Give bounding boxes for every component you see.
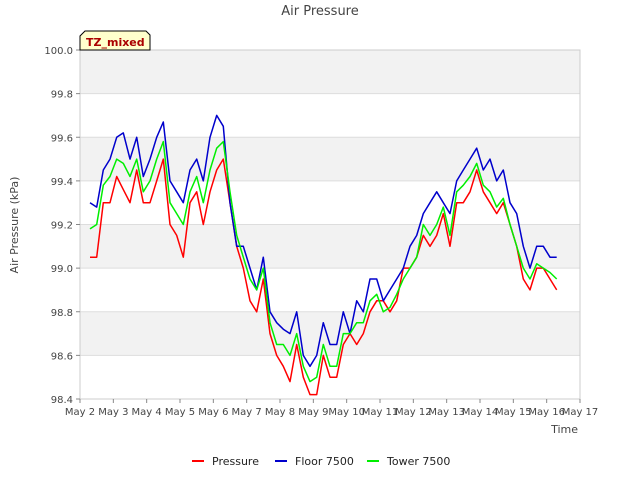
x-tick-label: May 8 <box>265 407 295 418</box>
x-axis-label: Time <box>550 423 578 436</box>
x-tick-label: May 2 <box>65 407 95 418</box>
legend: Pressure Floor 7500 Tower 7500 <box>192 455 450 468</box>
x-tick-label: May 17 <box>562 407 599 418</box>
series-line-pressure <box>90 158 558 396</box>
tz-annotation-badge: TZ_mixed <box>79 30 151 51</box>
x-tick-label: May 3 <box>98 407 128 418</box>
y-tick-label: 100.0 <box>44 46 73 57</box>
annotation-box <box>79 30 151 51</box>
y-tick-label: 98.4 <box>51 395 73 406</box>
x-tick-label: May 12 <box>395 407 432 418</box>
series-line-floor-7500 <box>89 114 557 368</box>
y-tick-label: 99.2 <box>51 221 73 232</box>
plot-band <box>80 50 580 94</box>
series-line-tower-7500 <box>89 140 558 383</box>
y-tick-label: 98.8 <box>51 308 73 319</box>
y-axis-label: Air Pressure (kPa) <box>8 177 21 274</box>
plot-band <box>80 311 580 356</box>
legend-label: Tower 7500 <box>386 455 450 468</box>
annotation-text: TZ_mixed <box>86 36 145 49</box>
x-tick-label: May 13 <box>428 407 465 418</box>
chart-title: Air Pressure <box>281 4 359 19</box>
x-tick-label: May 16 <box>528 407 565 418</box>
legend-label: Floor 7500 <box>295 455 354 468</box>
y-tick-label: 99.8 <box>51 90 73 101</box>
series-lines <box>89 114 558 396</box>
x-tick-label: May 11 <box>362 407 399 418</box>
x-tick-label: May 6 <box>198 407 228 418</box>
x-tick-label: May 10 <box>328 407 365 418</box>
legend-label: Pressure <box>212 455 259 468</box>
y-tick-label: 99.4 <box>51 177 73 188</box>
y-tick-label: 99.0 <box>51 264 73 275</box>
x-tick-label: May 4 <box>132 407 162 418</box>
y-tick-label: 99.6 <box>51 133 73 144</box>
y-tick-label: 98.6 <box>51 351 73 362</box>
x-tick-label: May 5 <box>165 407 195 418</box>
axes: 98.4 98.6 98.8 99.0 99.2 99.4 99.6 99.8 100.0 May… <box>44 46 598 418</box>
x-tick-label: May 9 <box>298 407 328 418</box>
x-tick-label: May 15 <box>495 407 532 418</box>
x-tick-label: May 14 <box>462 407 499 418</box>
x-tick-label: May 7 <box>232 407 262 418</box>
plot-band <box>80 224 580 269</box>
